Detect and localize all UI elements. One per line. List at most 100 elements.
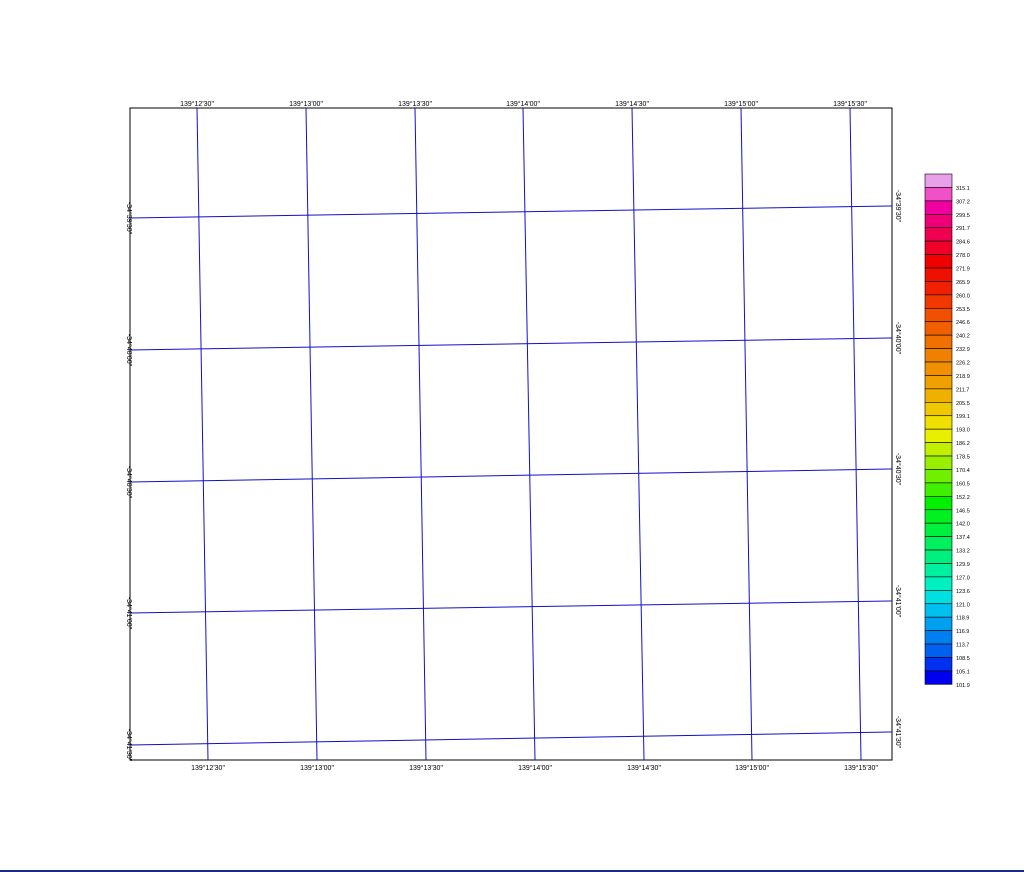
parallel-line bbox=[129, 337, 893, 351]
legend-value-label: 113.7 bbox=[956, 643, 969, 649]
legend-value-label: 193.0 bbox=[956, 428, 970, 434]
legend-color-swatch bbox=[924, 267, 953, 282]
parallel-line bbox=[129, 600, 893, 614]
legend-value-label: 226.2 bbox=[956, 361, 970, 367]
legend-value-label: 146.5 bbox=[956, 508, 970, 514]
legend-value-label: 178.5 bbox=[956, 455, 970, 461]
legend-color-swatch bbox=[924, 643, 953, 658]
legend-color-swatch bbox=[924, 482, 953, 497]
legend-color-swatch bbox=[924, 200, 953, 215]
bottom-longitude-label: 139°13'30" bbox=[409, 764, 443, 772]
legend-color-swatch bbox=[924, 576, 953, 591]
legend-value-label: 160.5 bbox=[956, 481, 970, 487]
bottom-longitude-label: 139°14'30" bbox=[627, 764, 661, 772]
legend-value-label: 299.5 bbox=[956, 213, 970, 219]
legend-color-swatch bbox=[924, 240, 953, 255]
legend-value-label: 152.2 bbox=[956, 495, 970, 501]
map-frame bbox=[129, 107, 893, 761]
legend-color-swatch bbox=[924, 455, 953, 470]
legend-color-swatch bbox=[924, 187, 953, 202]
top-longitude-label: 139°12'30" bbox=[180, 100, 214, 108]
legend-color-swatch bbox=[924, 294, 953, 309]
legend-value-label: 246.6 bbox=[956, 320, 970, 326]
legend-value-label: 260.0 bbox=[956, 293, 970, 299]
legend-color-swatch bbox=[924, 442, 953, 457]
legend-value-label: 284.6 bbox=[956, 240, 970, 246]
legend-color-swatch bbox=[924, 334, 953, 349]
legend-color-swatch bbox=[924, 402, 953, 417]
legend-color-swatch bbox=[924, 307, 953, 323]
legend-value-label: 108.5 bbox=[956, 656, 970, 662]
right-latitude-label: -34°39'30" bbox=[894, 190, 902, 223]
legend-value-label: 142.0 bbox=[956, 522, 970, 528]
legend-color-swatch bbox=[924, 348, 953, 363]
legend-color-swatch bbox=[924, 227, 953, 242]
legend-value-label: 205.5 bbox=[956, 401, 970, 407]
legend-color-swatch bbox=[924, 657, 953, 672]
legend-color-swatch bbox=[924, 549, 953, 564]
graticule bbox=[129, 107, 893, 761]
legend-value-label: 133.2 bbox=[956, 549, 970, 555]
meridian-line bbox=[631, 107, 645, 761]
legend-color-swatch bbox=[924, 361, 953, 376]
parallel-line bbox=[129, 205, 893, 219]
legend-value-label: 137.4 bbox=[956, 535, 970, 541]
legend-value-label: 116.9 bbox=[956, 629, 969, 635]
meridian-line bbox=[849, 107, 862, 761]
legend-color-swatch bbox=[924, 375, 953, 390]
meridian-line bbox=[522, 107, 536, 761]
right-latitude-label: -34°40'30" bbox=[894, 453, 902, 486]
legend-value-label: 105.1 bbox=[956, 669, 970, 675]
legend-color-swatch bbox=[924, 590, 953, 605]
left-latitude-label: -34°39'30" bbox=[125, 202, 133, 235]
bottom-longitude-label: 139°13'00" bbox=[300, 764, 334, 772]
right-latitude-label: -34°41'00" bbox=[894, 585, 902, 618]
legend-value-label: 291.7 bbox=[956, 226, 970, 232]
legend-value-label: 211.7 bbox=[956, 387, 969, 393]
legend-color-swatch bbox=[924, 254, 953, 269]
meridian-line bbox=[740, 107, 753, 761]
legend-color-swatch bbox=[924, 630, 953, 645]
left-latitude-label: -34°40'30" bbox=[125, 466, 133, 499]
window-bottom-edge bbox=[0, 870, 1024, 872]
legend-value-label: 307.2 bbox=[956, 199, 970, 205]
legend-color-swatch bbox=[924, 603, 953, 618]
legend-color-swatch bbox=[924, 321, 953, 336]
bottom-longitude-label: 139°15'30" bbox=[844, 764, 878, 772]
legend-color-swatch bbox=[924, 281, 953, 296]
color-legend: 315.1 307.2 299.5 291.7 284.6 278.0 271.9 265.9… bbox=[924, 173, 970, 689]
left-latitude-label: -34°41'30" bbox=[125, 729, 133, 762]
coordinate-labels: 139°12'30" 139°13'00" 139°13'30" 139°14'00"… bbox=[125, 100, 902, 772]
right-latitude-label: -34°40'00" bbox=[894, 322, 902, 355]
top-longitude-label: 139°15'30" bbox=[833, 100, 867, 108]
top-longitude-label: 139°15'00" bbox=[724, 100, 758, 108]
right-latitude-label: -34°41'30" bbox=[894, 716, 902, 749]
legend-color-swatch bbox=[924, 563, 953, 578]
top-longitude-label: 139°14'30" bbox=[615, 100, 649, 108]
meridian-line bbox=[414, 107, 427, 761]
top-longitude-label: 139°13'00" bbox=[289, 100, 323, 108]
legend-color-swatch bbox=[924, 536, 953, 551]
legend-color-swatch bbox=[924, 415, 953, 430]
legend-value-label: 199.1 bbox=[956, 414, 970, 420]
top-longitude-label: 139°13'30" bbox=[398, 100, 432, 108]
legend-color-swatch bbox=[924, 388, 953, 403]
legend-color-swatch bbox=[924, 670, 953, 685]
legend-value-label: 121.0 bbox=[956, 602, 970, 608]
legend-value-label: 129.9 bbox=[956, 562, 970, 568]
legend-value-label: 265.9 bbox=[956, 280, 970, 286]
bottom-longitude-label: 139°14'00" bbox=[518, 764, 552, 772]
legend-color-swatch bbox=[924, 469, 953, 484]
bottom-longitude-label: 139°15'00" bbox=[735, 764, 769, 772]
legend-value-label: 186.2 bbox=[956, 441, 970, 447]
legend-color-swatch bbox=[924, 522, 953, 537]
legend-value-label: 271.9 bbox=[956, 267, 970, 273]
legend-value-label: 218.9 bbox=[956, 374, 970, 380]
parallel-line bbox=[129, 731, 893, 746]
legend-value-label: 123.6 bbox=[956, 589, 970, 595]
meridian-line bbox=[305, 107, 318, 761]
left-latitude-label: -34°41'00" bbox=[125, 597, 133, 630]
top-longitude-label: 139°14'00" bbox=[506, 100, 540, 108]
parallel-line bbox=[129, 468, 893, 483]
